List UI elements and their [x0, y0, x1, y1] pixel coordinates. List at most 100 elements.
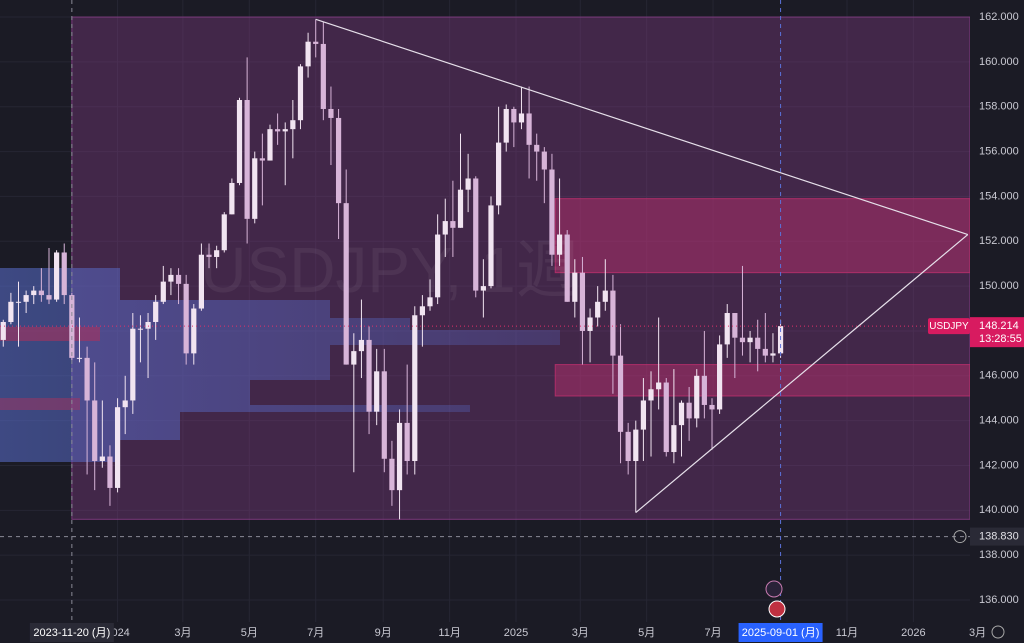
x-tick-label: 3月 — [969, 627, 986, 639]
candle-body — [419, 306, 426, 316]
candle-body — [663, 382, 669, 453]
y-tick-label: 154.000 — [979, 190, 1019, 202]
candle-body — [206, 254, 212, 257]
candle-body — [732, 313, 738, 338]
candle-body — [153, 301, 159, 322]
candle-body — [84, 357, 90, 401]
trendline — [635, 234, 969, 514]
event-icon[interactable] — [765, 580, 783, 598]
candle-body — [739, 337, 746, 343]
y-tick-label: 138.000 — [979, 549, 1019, 561]
last-price: 148.214 — [979, 320, 1019, 332]
y-tick-label: 158.000 — [979, 101, 1019, 113]
candle-body — [579, 272, 586, 331]
candle-body — [160, 281, 166, 302]
candle-body — [541, 151, 547, 170]
candle-body — [244, 100, 250, 219]
candle-body — [480, 286, 486, 291]
y-tick-label: 156.000 — [979, 145, 1019, 157]
crosshair-date-box — [738, 623, 823, 642]
crosshair-price-box — [970, 527, 1024, 546]
candle-body — [366, 339, 372, 412]
crosshair-price: 138.830 — [979, 530, 1019, 542]
candle-body — [351, 351, 357, 365]
candle-body — [46, 295, 52, 300]
candle-body — [389, 458, 395, 491]
candle-body — [556, 234, 563, 255]
candle-body — [381, 371, 387, 459]
candle-body — [0, 321, 6, 340]
y-tick-label: 152.000 — [979, 235, 1019, 247]
candle-body — [290, 120, 296, 130]
candle-body — [518, 113, 525, 123]
candle-body — [61, 252, 67, 296]
candle-body — [297, 66, 304, 121]
candle-body — [396, 422, 403, 491]
candle-body — [617, 355, 624, 432]
candle-body — [343, 203, 349, 365]
candle-body — [137, 328, 144, 330]
x-tick-label: 3月 — [572, 627, 589, 639]
candle-body — [694, 375, 700, 419]
y-tick-label: 146.000 — [979, 370, 1019, 382]
candles — [0, 19, 784, 520]
crosshair-date-box — [29, 623, 114, 642]
candle-body — [724, 313, 730, 345]
candle-body — [54, 252, 60, 300]
y-tick-label: 160.000 — [979, 56, 1019, 68]
event-flag[interactable] — [768, 600, 786, 618]
candle-body — [175, 274, 182, 284]
candle-body — [762, 348, 768, 356]
candle-body — [191, 308, 197, 354]
candle-body — [755, 337, 761, 349]
candle-body — [587, 317, 593, 331]
candle-body — [473, 178, 479, 291]
x-tick-label: 11月 — [836, 627, 858, 639]
crosshair-date: 2023-11-20 (月) — [33, 627, 110, 639]
last-price-box — [970, 317, 1024, 348]
countdown: 13:28:55 — [979, 333, 1022, 345]
candle-body — [267, 129, 273, 161]
y-tick-label: 142.000 — [979, 459, 1019, 471]
candle-body — [358, 339, 365, 352]
candle-body — [236, 100, 243, 183]
candle-body — [564, 234, 570, 302]
y-tick-label: 136.000 — [979, 594, 1019, 606]
candle-body — [610, 290, 616, 356]
candle-body — [275, 129, 281, 132]
candle-body — [633, 429, 639, 462]
candle-body — [595, 301, 601, 318]
y-tick-label: 162.000 — [979, 11, 1019, 23]
candle-body — [15, 301, 22, 303]
candle-body — [534, 144, 540, 152]
candle-body — [38, 290, 44, 296]
candle-body — [335, 117, 342, 204]
candle-body — [252, 158, 258, 219]
candle-body — [168, 274, 174, 282]
candle-body — [122, 400, 128, 408]
candle-body — [76, 357, 83, 359]
crosshair-date: 2025-09-01 (月) — [742, 627, 820, 639]
x-tick-label: 2025 — [504, 627, 528, 639]
zone-box — [71, 16, 971, 520]
candle-body — [427, 297, 433, 307]
candle-body — [640, 400, 647, 430]
candle-body — [671, 425, 677, 453]
candle-body — [450, 221, 456, 228]
candle-body — [320, 43, 326, 109]
volume-profile-poc — [0, 327, 100, 341]
candle-body — [625, 431, 631, 462]
candle-body — [145, 321, 151, 329]
candle-body — [549, 169, 555, 255]
x-tick-label: 5月 — [241, 627, 258, 639]
settings-icon[interactable] — [991, 625, 1005, 639]
candle-body — [442, 221, 448, 235]
watermark: USDJPY, 1週 — [200, 234, 579, 306]
candle-body — [305, 41, 311, 67]
candle-body — [221, 214, 227, 251]
candle-body — [648, 389, 654, 401]
candle-body — [8, 301, 14, 322]
add-icon — [953, 530, 967, 544]
candle-body — [69, 295, 75, 358]
x-tick-label: 5月 — [638, 627, 655, 639]
